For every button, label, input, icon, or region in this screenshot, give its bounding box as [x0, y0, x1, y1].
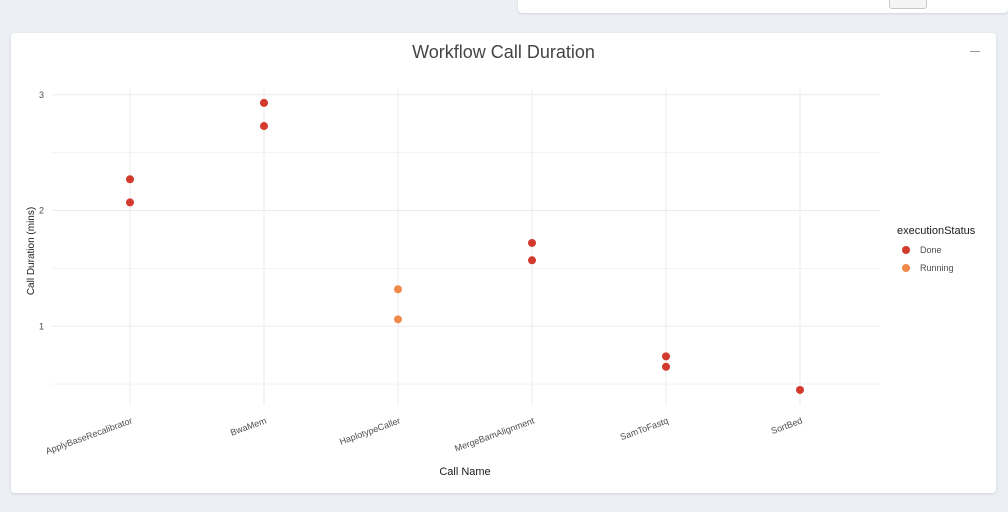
card-title: Workflow Call Duration — [412, 42, 595, 62]
x-axis-title: Call Name — [439, 466, 490, 478]
x-tick-label: HaplotypeCaller — [338, 415, 402, 446]
legend-title: executionStatus — [897, 225, 976, 237]
chart-card: Workflow Call Duration — [11, 33, 996, 493]
data-point-done[interactable] — [126, 198, 134, 207]
data-point-running[interactable] — [394, 315, 402, 324]
x-tick-label: SortBed — [770, 415, 804, 436]
legend-swatch-done — [902, 246, 910, 254]
top-panel — [518, 0, 1008, 13]
x-tick-label: SamToFastq — [619, 415, 670, 442]
data-point-done[interactable] — [662, 362, 670, 371]
data-point-done[interactable] — [528, 256, 536, 265]
collapse-icon[interactable] — [970, 45, 980, 57]
y-tick-label: 2 — [39, 206, 44, 216]
y-tick-label: 3 — [39, 90, 44, 100]
data-point-running[interactable] — [394, 285, 402, 294]
legend-label-running: Running — [920, 263, 954, 273]
x-tick-label: ApplyBaseRecalibrator — [44, 415, 133, 456]
data-point-done[interactable] — [260, 122, 268, 131]
x-tick-label: MergeBamAlignment — [453, 415, 536, 453]
data-point-done[interactable] — [528, 238, 536, 247]
y-tick-label: 1 — [39, 321, 44, 331]
legend-swatch-running — [902, 264, 910, 272]
data-point-done[interactable] — [126, 175, 134, 184]
y-axis-title: Call Duration (mins) — [26, 207, 37, 295]
legend-label-done: Done — [920, 245, 942, 255]
data-point-done[interactable] — [796, 385, 804, 394]
data-point-done[interactable] — [260, 98, 268, 107]
data-point-done[interactable] — [662, 352, 670, 361]
top-panel-button[interactable] — [889, 0, 927, 9]
x-tick-label: BwaMem — [229, 415, 268, 437]
